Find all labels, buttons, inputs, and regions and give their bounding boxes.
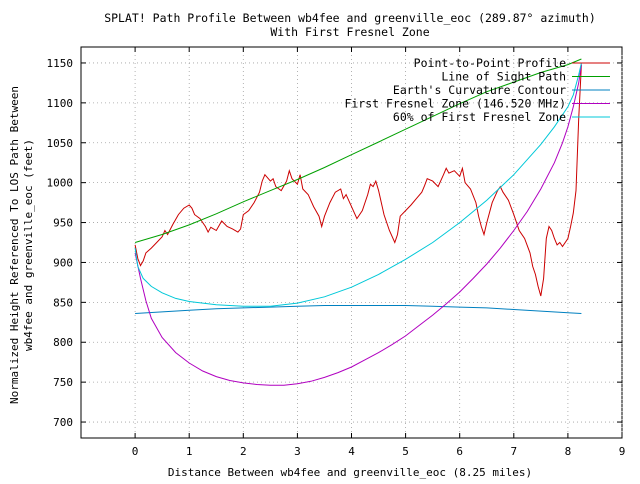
y-tick-label: 750 — [53, 376, 73, 389]
legend-label-1: Line of Sight Path — [441, 70, 566, 84]
chart-title-line-2: With First Fresnel Zone — [270, 25, 429, 39]
series-line-0 — [134, 64, 582, 297]
legend-label-2: Earth's Curvature Contour — [393, 83, 566, 97]
y-tick-label: 1150 — [47, 57, 74, 70]
y-tick-label: 1100 — [47, 97, 74, 110]
series-lines — [134, 58, 582, 386]
series-line-2 — [135, 305, 582, 314]
x-axis-ticks: 0 1 2 3 4 5 6 7 8 9 — [132, 47, 626, 458]
y-axis-ticks: 700 750 800 850 900 950 1000 1050 1100 1150 — [47, 57, 622, 429]
y-tick-label: 700 — [53, 416, 73, 429]
series-line-4 — [134, 62, 582, 307]
plot-area: 0 1 2 3 4 5 6 7 8 9 700 750 800 850 900 950 1000 1050 110… — [47, 46, 626, 458]
x-tick-label: 0 — [132, 445, 139, 458]
y-axis-label: Normalized Height Referenced To LOS Path… — [8, 86, 35, 404]
legend-label-4: 60% of First Fresnel Zone — [393, 110, 566, 124]
y-tick-label: 1050 — [47, 137, 74, 150]
y-tick-label: 950 — [53, 217, 73, 230]
chart-title-line-1: SPLAT! Path Profile Between wb4fee and g… — [104, 11, 596, 25]
legend-label-3: First Fresnel Zone (146.520 MHz) — [344, 97, 566, 111]
x-tick-label: 8 — [565, 445, 572, 458]
y-axis-label-line-2: wb4fee and greenville_eoc (feet) — [22, 139, 35, 351]
y-tick-label: 800 — [53, 336, 73, 349]
y-tick-label: 1000 — [47, 177, 74, 190]
y-axis-label-line-1: Normalized Height Referenced To LOS Path… — [8, 86, 21, 404]
x-tick-label: 3 — [294, 445, 301, 458]
x-tick-label: 9 — [619, 445, 626, 458]
series-line-1 — [134, 58, 582, 243]
x-tick-label: 5 — [402, 445, 409, 458]
y-tick-label: 850 — [53, 296, 73, 309]
x-tick-label: 4 — [348, 445, 355, 458]
series-line-3 — [134, 64, 582, 386]
x-tick-label: 6 — [456, 445, 463, 458]
y-tick-label: 900 — [53, 256, 73, 269]
x-tick-label: 1 — [186, 445, 193, 458]
x-tick-label: 7 — [510, 445, 517, 458]
legend-label-0: Point-to-Point Profile — [414, 56, 566, 70]
x-tick-label: 2 — [240, 445, 247, 458]
x-axis-label: Distance Between wb4fee and greenville_e… — [168, 466, 532, 479]
